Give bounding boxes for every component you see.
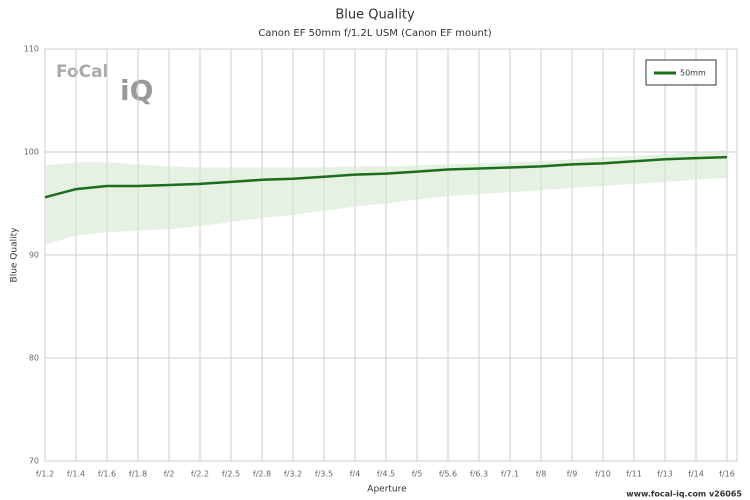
logo-text: FoCal xyxy=(56,62,108,82)
y-axis-label: Blue Quality xyxy=(10,227,20,283)
x-tick-label: f/14 xyxy=(688,470,704,479)
confidence-band xyxy=(45,149,727,245)
x-tick-label: f/10 xyxy=(595,470,611,479)
series-line xyxy=(44,155,728,199)
x-tick-label: f/8 xyxy=(536,470,547,479)
chart-subtitle: Canon EF 50mm f/1.2L USM (Canon EF mount… xyxy=(258,28,491,39)
x-tick-label: f/1.8 xyxy=(129,470,147,479)
legend-label: 50mm xyxy=(680,69,706,78)
x-axis-label: Aperture xyxy=(367,485,407,495)
logo-text: iQ xyxy=(120,74,153,107)
legend: 50mm xyxy=(645,59,717,86)
y-tick-label: 70 xyxy=(29,457,39,466)
x-tick-label: f/5 xyxy=(412,470,423,479)
x-tick-label: f/2 xyxy=(164,470,175,479)
x-tick-label: f/4.5 xyxy=(377,470,395,479)
x-tick-label: f/4 xyxy=(350,470,361,479)
x-tick-label: f/2.2 xyxy=(191,470,209,479)
x-tick-label: f/13 xyxy=(657,470,673,479)
footer: www.focal-iq.com v26065 xyxy=(626,490,742,499)
chart-title: Blue Quality xyxy=(335,8,415,23)
x-tick-label: f/1.6 xyxy=(98,470,116,479)
x-tick-label: f/1.4 xyxy=(67,470,85,479)
x-tick-label: f/9 xyxy=(567,470,578,479)
y-tick-label: 80 xyxy=(29,354,39,363)
x-tick-label: f/6.3 xyxy=(470,470,488,479)
x-tick-label: f/1.2 xyxy=(36,470,54,479)
x-tick-label: f/11 xyxy=(626,470,642,479)
y-tick-label: 90 xyxy=(29,251,39,260)
y-tick-label: 100 xyxy=(24,148,39,157)
x-tick-label: f/2.5 xyxy=(222,470,240,479)
x-tick-label: f/2.8 xyxy=(253,470,271,479)
x-tick-label: f/3.5 xyxy=(315,470,333,479)
x-tick-label: f/5.6 xyxy=(439,470,457,479)
y-tick-label: 110 xyxy=(24,45,39,54)
x-tick-label: f/16 xyxy=(719,470,735,479)
x-tick-label: f/7.1 xyxy=(501,470,519,479)
x-tick-label: f/3.2 xyxy=(284,470,302,479)
